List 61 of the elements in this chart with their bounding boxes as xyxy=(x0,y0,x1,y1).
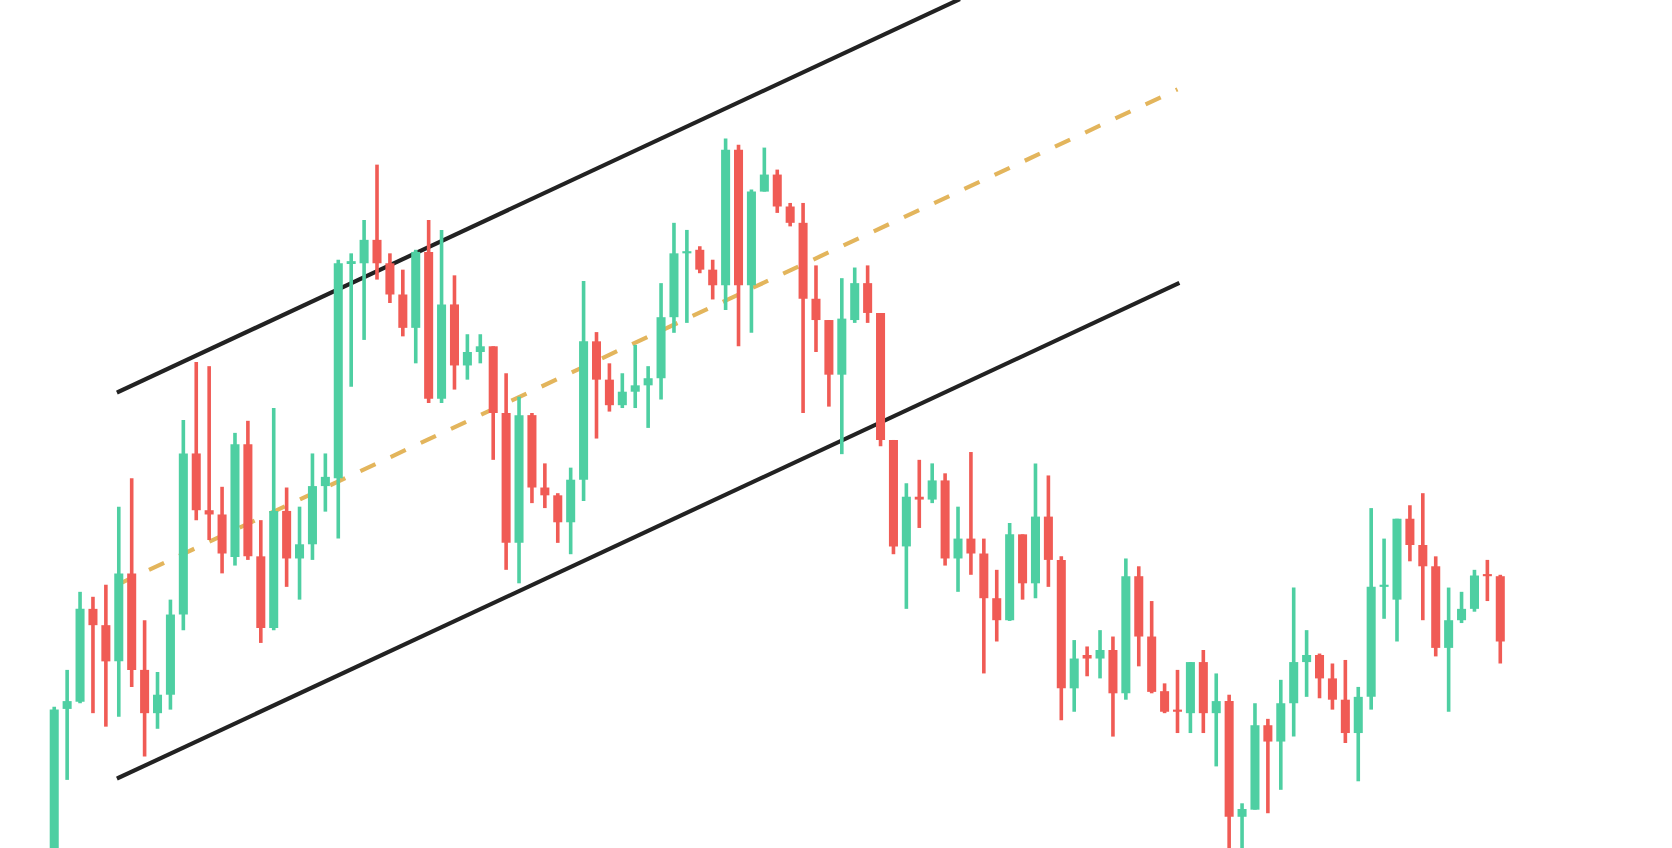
candlestick xyxy=(1160,681,1170,715)
candlestick xyxy=(88,594,98,715)
candlestick xyxy=(785,201,795,229)
candlestick xyxy=(320,451,330,514)
candlestick xyxy=(1353,685,1363,784)
candlestick xyxy=(630,343,640,410)
candlestick xyxy=(708,257,718,302)
candlestick xyxy=(759,145,769,194)
candlestick xyxy=(591,330,602,441)
candlestick xyxy=(772,167,782,215)
candlestick xyxy=(359,218,369,342)
candlestick xyxy=(475,332,485,366)
candlestick xyxy=(1069,638,1079,714)
candlestick xyxy=(617,371,627,410)
candlestick xyxy=(927,461,937,505)
candlestick xyxy=(1289,585,1299,739)
candlestick xyxy=(811,263,821,354)
candlestick xyxy=(979,536,989,676)
candlestick xyxy=(1457,590,1467,625)
candlestick xyxy=(62,668,72,782)
candlestick xyxy=(1043,473,1053,589)
candlestick xyxy=(553,491,563,545)
candlestick xyxy=(1405,503,1415,564)
candlestick xyxy=(850,265,860,325)
candlestick xyxy=(204,364,214,542)
candlestick xyxy=(863,263,873,325)
candlestick xyxy=(695,244,705,276)
candlestick xyxy=(643,364,653,430)
candlestick xyxy=(140,618,150,759)
candlestick xyxy=(346,251,356,389)
candlestick xyxy=(462,332,472,382)
candlestick xyxy=(295,504,305,602)
candlestick xyxy=(1327,661,1337,712)
candlestick xyxy=(1263,717,1273,816)
candlestick xyxy=(604,361,614,414)
candlestick xyxy=(1082,644,1092,679)
candlestick xyxy=(372,162,382,282)
candlestick xyxy=(1211,671,1221,769)
candlestick xyxy=(1482,558,1492,603)
candlestick xyxy=(1315,651,1325,701)
candlestick xyxy=(217,484,227,576)
candlestick xyxy=(1340,658,1350,745)
candlestick xyxy=(101,582,111,729)
candlestick xyxy=(953,504,963,594)
candlestick xyxy=(566,465,576,557)
candlestick xyxy=(1302,628,1312,699)
candlestick xyxy=(1469,568,1479,614)
candlestick xyxy=(385,251,395,305)
candlestick xyxy=(1276,678,1286,792)
candlestick xyxy=(992,568,1002,644)
candlestick xyxy=(966,450,976,577)
candlestick xyxy=(682,228,692,325)
candlestick xyxy=(1418,491,1428,623)
candlestick xyxy=(914,458,924,530)
candlestick xyxy=(1444,585,1454,714)
candlestick xyxy=(153,670,163,731)
candlestick xyxy=(282,485,292,589)
candlestick xyxy=(398,267,408,339)
candlestick xyxy=(1095,628,1105,681)
candlestick xyxy=(1108,634,1118,739)
candlestick xyxy=(1172,668,1183,735)
